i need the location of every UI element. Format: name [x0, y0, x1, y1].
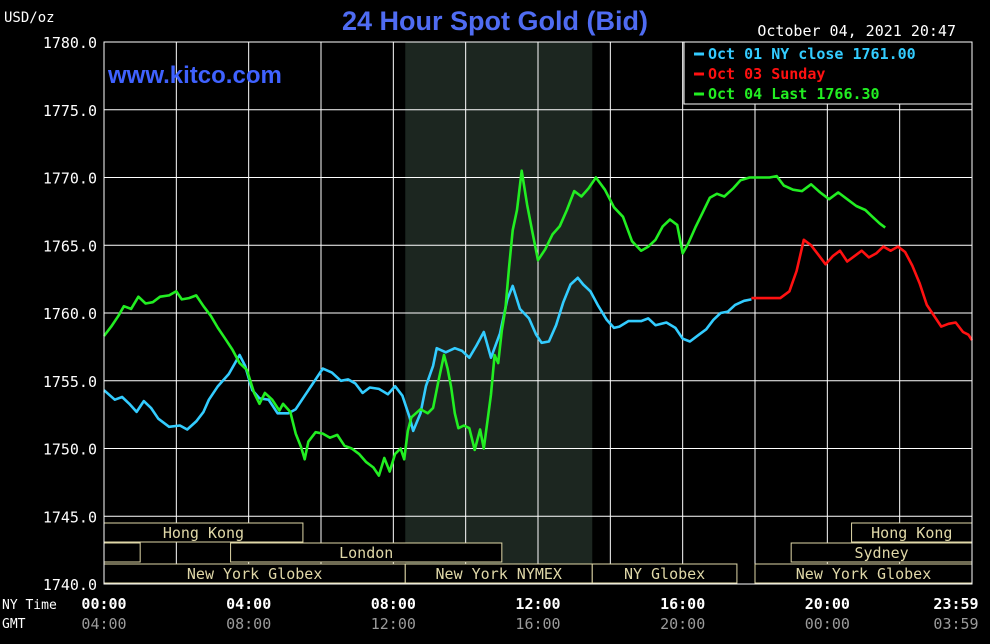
chart-title: 24 Hour Spot Gold (Bid)	[342, 6, 648, 36]
y-tick-label: 1760.0	[43, 305, 97, 323]
session-box	[230, 542, 503, 563]
legend-label: Oct 04 Last 1766.30	[708, 85, 880, 103]
x-tick-label-gmt: 16:00	[515, 615, 560, 633]
x-tick-label-ny: 12:00	[515, 595, 560, 613]
session-label: Sydney	[854, 544, 908, 562]
x-tick-label-gmt: 08:00	[226, 615, 271, 633]
session-label: New York Globex	[796, 565, 931, 583]
x-tick-label-ny: 16:00	[660, 595, 705, 613]
session-label: London	[339, 544, 393, 562]
y-tick-label: 1745.0	[43, 508, 97, 526]
x-row-label-gmt: GMT	[2, 617, 26, 632]
x-axis-labels: NY Time GMT 00:00 04:00 04:00 08:00 08:00 12:00…	[2, 595, 979, 633]
y-axis-labels: 1780.0 1775.0 1770.0 1765.0 1760.0 1755.0 1750…	[43, 34, 97, 594]
session-box	[103, 542, 141, 563]
session-label: New York NYMEX	[436, 565, 562, 583]
legend-box	[683, 41, 973, 105]
unit-label: USD/oz	[4, 10, 55, 26]
y-tick-label: 1775.0	[43, 102, 97, 120]
series-line	[103, 276, 752, 433]
session-label: Hong Kong	[163, 524, 244, 542]
y-tick-label: 1755.0	[43, 373, 97, 391]
x-tick-label-ny: 20:00	[805, 595, 850, 613]
legend: Oct 01 NY close 1761.00 Oct 03 Sunday Oct …	[683, 41, 973, 105]
x-tick-label-gmt: 12:00	[371, 615, 416, 633]
y-tick-label: 1770.0	[43, 170, 97, 188]
y-tick-label: 1750.0	[43, 441, 97, 459]
x-tick-label-ny: 23:59	[933, 595, 978, 613]
legend-label: Oct 01 NY close 1761.00	[708, 45, 916, 63]
series-line	[102, 169, 886, 477]
session-label: Hong Kong	[871, 524, 952, 542]
y-tick-label: 1780.0	[43, 34, 97, 52]
x-tick-label-gmt: 03:59	[933, 615, 978, 633]
grid-lines	[103, 41, 973, 585]
x-row-label-ny: NY Time	[2, 598, 57, 613]
x-tick-label-gmt: 04:00	[81, 615, 126, 633]
timestamp: October 04, 2021 20:47	[757, 22, 956, 40]
x-tick-label-ny: 08:00	[371, 595, 416, 613]
session-label: NY Globex	[624, 565, 705, 583]
y-tick-label: 1740.0	[43, 576, 97, 594]
legend-label: Oct 03 Sunday	[708, 65, 825, 83]
x-tick-label-ny: 00:00	[81, 595, 126, 613]
x-tick-label-gmt: 20:00	[660, 615, 705, 633]
y-tick-label: 1765.0	[43, 237, 97, 255]
x-tick-label-ny: 04:00	[226, 595, 271, 613]
session-box	[591, 563, 738, 584]
x-tick-label-gmt: 00:00	[805, 615, 850, 633]
watermark: www.kitco.com	[108, 62, 282, 89]
session-label: New York Globex	[187, 565, 322, 583]
market-sessions: Hong Kong Hong Kong London Sydney New York G…	[103, 522, 973, 584]
plot-frame	[103, 41, 973, 585]
price-lines	[102, 169, 974, 477]
series-line	[751, 238, 974, 341]
